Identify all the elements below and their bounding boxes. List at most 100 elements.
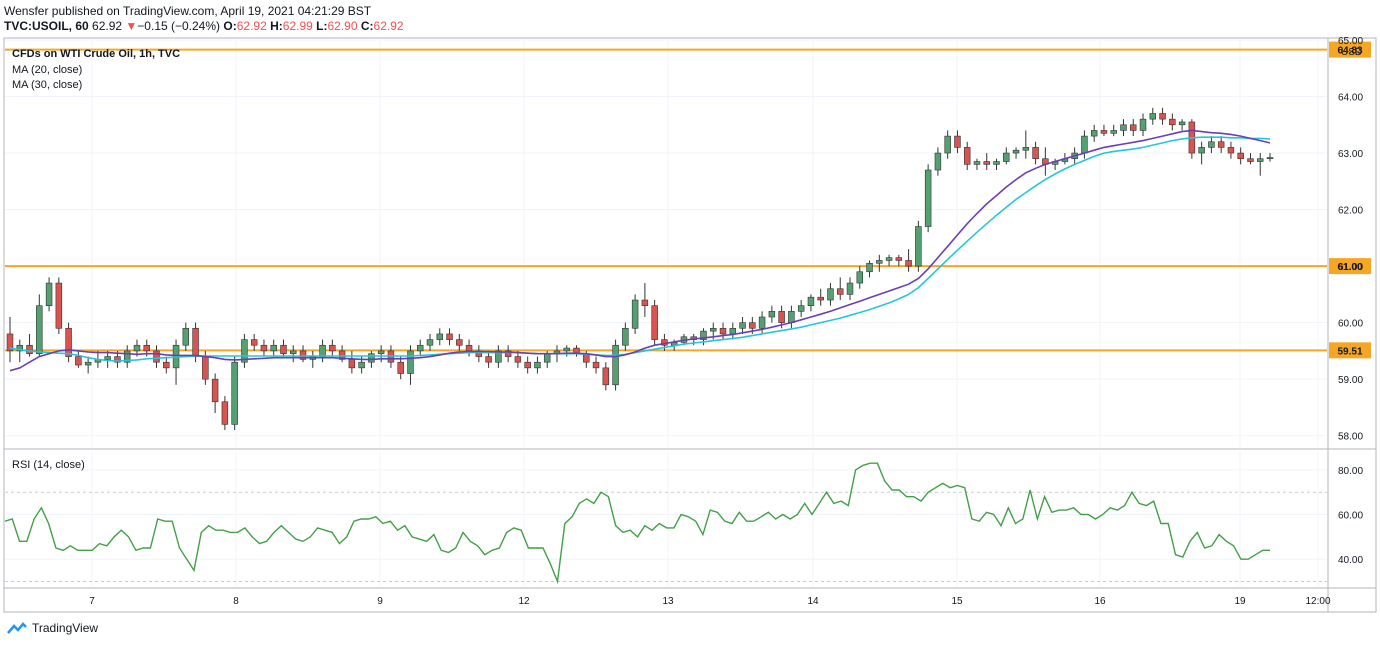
candle-body <box>1130 124 1137 131</box>
time-tick-label: 13 <box>662 596 674 607</box>
rsi-tick-label: 40.00 <box>1338 555 1363 566</box>
candle-body <box>797 305 805 312</box>
candle-body <box>729 327 737 335</box>
ma30-legend[interactable]: MA (30, close) <box>12 79 83 91</box>
candle-body <box>866 262 873 273</box>
ma20-line <box>9 129 1271 372</box>
time-axis[interactable]: 7 8 9 12 13 14 15 16 19 12:00 <box>89 596 1331 607</box>
candle-body <box>143 344 150 352</box>
candle-body <box>807 296 815 306</box>
close-label: C: <box>360 19 374 33</box>
candle-body <box>1120 124 1127 131</box>
ma20-legend[interactable]: MA (20, close) <box>12 64 83 76</box>
symbol-label[interactable]: TVC:USOIL, 60 <box>4 19 89 33</box>
candle-body <box>123 350 131 363</box>
candle-body <box>1149 113 1157 120</box>
candle-body <box>758 316 766 329</box>
publisher-line: Wensfer published on TradingView.com, Ap… <box>4 4 372 18</box>
price-tick-label: 60.00 <box>1338 319 1363 330</box>
grid-lines <box>5 39 1327 586</box>
high-label: H: <box>270 19 283 33</box>
level-price-tag <box>1329 258 1371 275</box>
rsi-pane: 40.00 60.00 80.00 <box>4 462 1363 585</box>
candle-body <box>934 152 942 171</box>
candle-body <box>1139 118 1147 131</box>
candle-body <box>895 257 903 261</box>
ma30-line <box>9 136 1271 362</box>
time-tick-label: 15 <box>951 596 963 607</box>
candle-body <box>1227 147 1235 154</box>
time-tick-label: 12 <box>518 596 530 607</box>
candle-body <box>602 367 610 386</box>
candle-body <box>924 169 932 227</box>
currency-label: USD <box>1341 47 1362 58</box>
price-tick-label: 63.00 <box>1338 149 1363 160</box>
candle-body <box>358 361 365 369</box>
candle-body <box>436 333 443 340</box>
candle-body <box>338 350 346 360</box>
symbol-quote-line: TVC:USOIL, 60 62.92 ▼−0.15 (−0.24%) O:62… <box>4 19 404 33</box>
candle-body <box>426 339 434 346</box>
candle-body <box>1237 152 1244 160</box>
candle-body <box>983 161 990 165</box>
candle-body <box>1257 158 1264 162</box>
candle-body <box>817 296 824 301</box>
candle-body <box>651 305 658 340</box>
rsi-line <box>4 462 1270 585</box>
candle-body <box>963 147 971 165</box>
candle-body <box>954 135 961 148</box>
price-axis[interactable]: 58.00 59.00 60.00 61.00 62.00 63.00 64.00 65.00 <box>1338 36 1363 443</box>
chart-frame <box>3 37 1377 613</box>
price-tick-label: 62.00 <box>1338 206 1363 217</box>
candle-body <box>876 260 883 264</box>
candle-body <box>299 350 307 360</box>
candle-body <box>495 350 502 363</box>
candle-body <box>768 311 776 318</box>
cloud-logo-icon <box>7 622 27 634</box>
horizontal-levels: 64.83 61.00 59.51 <box>5 41 1371 359</box>
time-tick-label: 16 <box>1094 596 1106 607</box>
candle-body <box>1012 149 1020 154</box>
candle-body <box>446 333 453 340</box>
price-tick-label: 65.00 <box>1338 36 1363 47</box>
level-price-tag <box>1329 41 1371 58</box>
candle-body <box>856 271 863 284</box>
level-price-tag <box>1329 342 1371 359</box>
candle-body <box>211 378 219 403</box>
candle-body <box>221 401 229 425</box>
open-value: 62.92 <box>236 19 267 33</box>
candle-body <box>778 311 785 323</box>
candle-body <box>260 344 268 352</box>
candles <box>6 107 1274 431</box>
candle-body <box>719 327 727 335</box>
candle-body <box>55 282 63 329</box>
candle-body <box>1003 152 1010 162</box>
candle-body <box>26 344 33 355</box>
candle-body <box>1217 141 1225 148</box>
close-value: 62.92 <box>373 19 404 33</box>
candle-body <box>407 350 414 374</box>
tradingview-logo[interactable]: TradingView <box>6 621 98 635</box>
high-value: 62.99 <box>282 19 313 33</box>
price-tick-label: 59.00 <box>1338 375 1363 386</box>
candle-body <box>622 327 629 346</box>
candle-body <box>1159 113 1166 120</box>
candle-body <box>202 356 209 380</box>
candle-body <box>749 322 756 329</box>
candle-body <box>36 305 43 355</box>
candle-body <box>700 330 707 340</box>
level-price-label: 64.83 <box>1337 46 1362 57</box>
rsi-tick-label: 80.00 <box>1338 466 1363 477</box>
candle-body <box>280 344 287 355</box>
candle-body <box>16 344 23 352</box>
candle-body <box>1198 147 1205 154</box>
rsi-legend[interactable]: RSI (14, close) <box>12 459 85 471</box>
candle-body <box>1178 121 1186 126</box>
candle-body <box>1100 130 1108 134</box>
rsi-tick-label: 60.00 <box>1338 511 1363 522</box>
candle-body <box>1090 130 1098 137</box>
candle-body <box>1032 147 1039 160</box>
time-tick-label: 14 <box>807 596 819 607</box>
candle-body <box>133 344 141 352</box>
